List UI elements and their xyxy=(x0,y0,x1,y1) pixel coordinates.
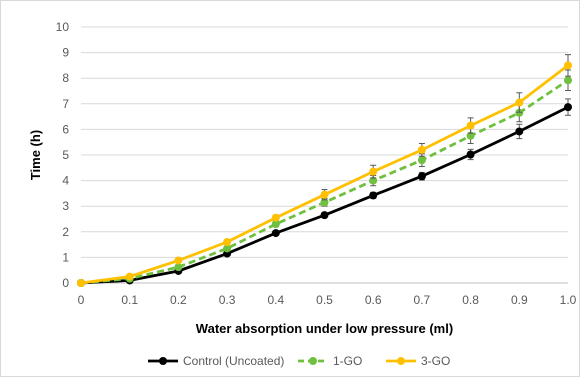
legend-item: 3-GO xyxy=(386,354,450,368)
data-point xyxy=(369,191,378,200)
legend-marker xyxy=(397,357,405,365)
legend-label: 1-GO xyxy=(333,354,362,368)
series-line xyxy=(80,64,569,285)
data-point xyxy=(77,279,85,287)
x-axis-ticks: 0 0.1 0.2 0.3 0.4 0.5 0.6 0.7 0.8 0.9 1.0 xyxy=(78,293,577,307)
legend-marker xyxy=(309,357,317,365)
data-point xyxy=(515,98,524,107)
data-point xyxy=(320,211,329,220)
data-point xyxy=(515,108,524,117)
data-point xyxy=(271,229,280,238)
y-axis-ticks: 0 1 2 3 4 5 6 7 8 9 10 xyxy=(56,20,70,290)
y-tick-label: 8 xyxy=(62,71,69,85)
data-point xyxy=(320,198,329,207)
legend-label: 3-GO xyxy=(421,354,450,368)
gridlines xyxy=(81,26,568,258)
data-point xyxy=(564,61,572,70)
y-tick-label: 3 xyxy=(62,199,69,213)
legend: Control (Uncoated) 1-GO 3-GO xyxy=(148,354,450,368)
legend-marker xyxy=(159,357,167,365)
data-point xyxy=(320,190,329,199)
series-layer xyxy=(77,54,572,287)
data-point xyxy=(369,167,378,176)
series-3 xyxy=(77,54,572,287)
data-point xyxy=(564,76,572,85)
data-point xyxy=(369,176,378,185)
y-tick-label: 5 xyxy=(62,148,69,162)
data-point xyxy=(417,172,426,181)
data-point xyxy=(466,131,475,140)
x-tick-label: 0.8 xyxy=(462,293,479,307)
x-axis-title: Water absorption under low pressure (ml) xyxy=(196,321,453,336)
y-tick-label: 2 xyxy=(62,225,69,239)
x-tick-label: 0.3 xyxy=(219,293,236,307)
x-tick-label: 0.5 xyxy=(316,293,333,307)
data-point xyxy=(174,256,183,265)
x-tick-label: 0.2 xyxy=(170,293,187,307)
data-point xyxy=(466,150,475,159)
x-tick-label: 0.7 xyxy=(414,293,431,307)
data-point xyxy=(417,156,426,165)
legend-label: Control (Uncoated) xyxy=(183,354,284,368)
x-tick-label: 0.9 xyxy=(511,293,528,307)
data-point xyxy=(223,238,232,247)
y-tick-label: 1 xyxy=(62,250,69,264)
y-tick-label: 7 xyxy=(62,97,69,111)
data-point xyxy=(466,121,475,130)
x-tick-label: 0.1 xyxy=(121,293,138,307)
data-point xyxy=(417,145,426,154)
y-tick-label: 4 xyxy=(62,174,69,188)
data-point xyxy=(271,213,280,222)
data-point xyxy=(174,263,183,272)
series-2 xyxy=(77,69,572,287)
x-tick-label: 0 xyxy=(78,293,85,307)
series-line xyxy=(80,79,569,285)
legend-item: Control (Uncoated) xyxy=(148,354,284,368)
y-axis-title: Time (h) xyxy=(28,130,43,180)
data-point xyxy=(223,244,232,253)
y-tick-label: 6 xyxy=(62,122,69,136)
legend-item: 1-GO xyxy=(298,354,362,368)
data-point xyxy=(125,272,134,281)
x-tick-label: 0.6 xyxy=(365,293,382,307)
x-tick-label: 0.4 xyxy=(267,293,284,307)
x-tick-label: 1.0 xyxy=(560,293,577,307)
y-tick-label: 9 xyxy=(62,46,69,60)
y-tick-label: 0 xyxy=(62,276,69,290)
data-point xyxy=(515,127,524,136)
data-point xyxy=(564,103,572,112)
y-tick-label: 10 xyxy=(56,20,70,34)
data-point xyxy=(271,220,280,229)
